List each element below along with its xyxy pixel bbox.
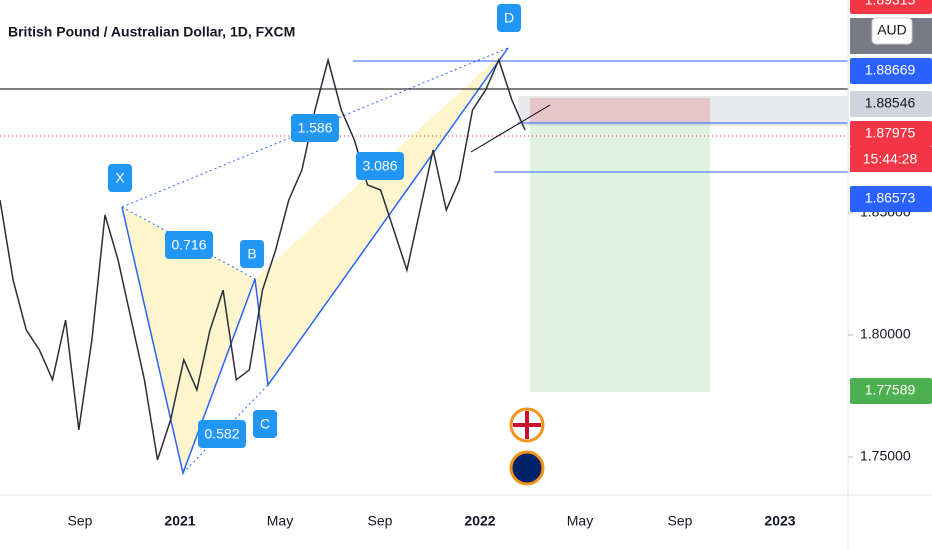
chart-title: British Pound / Australian Dollar, 1D, F… — [8, 24, 295, 40]
x-tick-label: May — [267, 513, 293, 529]
currency-box — [871, 17, 913, 45]
annotation-label: C — [260, 416, 270, 432]
x-tick-label: Sep — [368, 513, 393, 529]
x-tick-label: Sep — [668, 513, 693, 529]
price-tag — [850, 186, 932, 212]
price-tag — [850, 0, 932, 14]
y-tick-label: 1.80000 — [860, 326, 911, 342]
x-tick-label: 2023 — [764, 513, 795, 529]
loss-zone — [530, 98, 710, 122]
aud-flag — [509, 450, 545, 486]
currency-label: AUD — [877, 22, 907, 38]
pattern-bcd — [255, 48, 508, 385]
x-tick-label: May — [567, 513, 593, 529]
annotation-bubble — [497, 4, 521, 32]
price-tag-label: 1.87975 — [865, 125, 916, 141]
price-tag — [850, 91, 932, 117]
countdown-bg — [850, 147, 932, 172]
price-line — [0, 57, 526, 461]
annotation-bubble — [253, 410, 277, 438]
annotation-bubble — [356, 152, 404, 180]
price-tag-label: 1.88669 — [865, 62, 916, 78]
price-tag-label: 1.88546 — [865, 95, 916, 111]
annotation-bubble — [198, 420, 246, 448]
range-zone — [518, 96, 848, 126]
annotation-bubble — [165, 231, 213, 259]
annotation-label: 3.086 — [362, 158, 397, 174]
price-tag — [850, 378, 932, 404]
profit-zone — [530, 122, 710, 392]
y-tick-label: 1.75000 — [860, 448, 911, 464]
price-tag-label: 1.77589 — [865, 382, 916, 398]
annotation-bubble — [240, 240, 264, 268]
annotation-bubble — [108, 164, 132, 192]
annotation-label: D — [504, 10, 514, 26]
price-tag-label: 1.86573 — [865, 190, 916, 206]
x-tick-label: 2022 — [464, 513, 495, 529]
annotation-label: 1.586 — [297, 120, 332, 136]
annotation-label: 0.716 — [171, 237, 206, 253]
x-tick-label: 2021 — [164, 513, 195, 529]
gbp-cross — [513, 411, 541, 439]
pattern-xab — [122, 207, 255, 473]
countdown: 15:44:28 — [863, 151, 918, 167]
annotation-bubble — [291, 114, 339, 142]
trend-line — [470, 104, 551, 153]
price-tag-label: 1.89315 — [865, 0, 916, 8]
annotation-label: B — [247, 246, 256, 262]
price-tag — [850, 121, 932, 147]
annotation-label: 0.582 — [204, 426, 239, 442]
x-tick-label: Sep — [68, 513, 93, 529]
annotation-label: X — [115, 170, 125, 186]
price-tag — [850, 58, 932, 84]
